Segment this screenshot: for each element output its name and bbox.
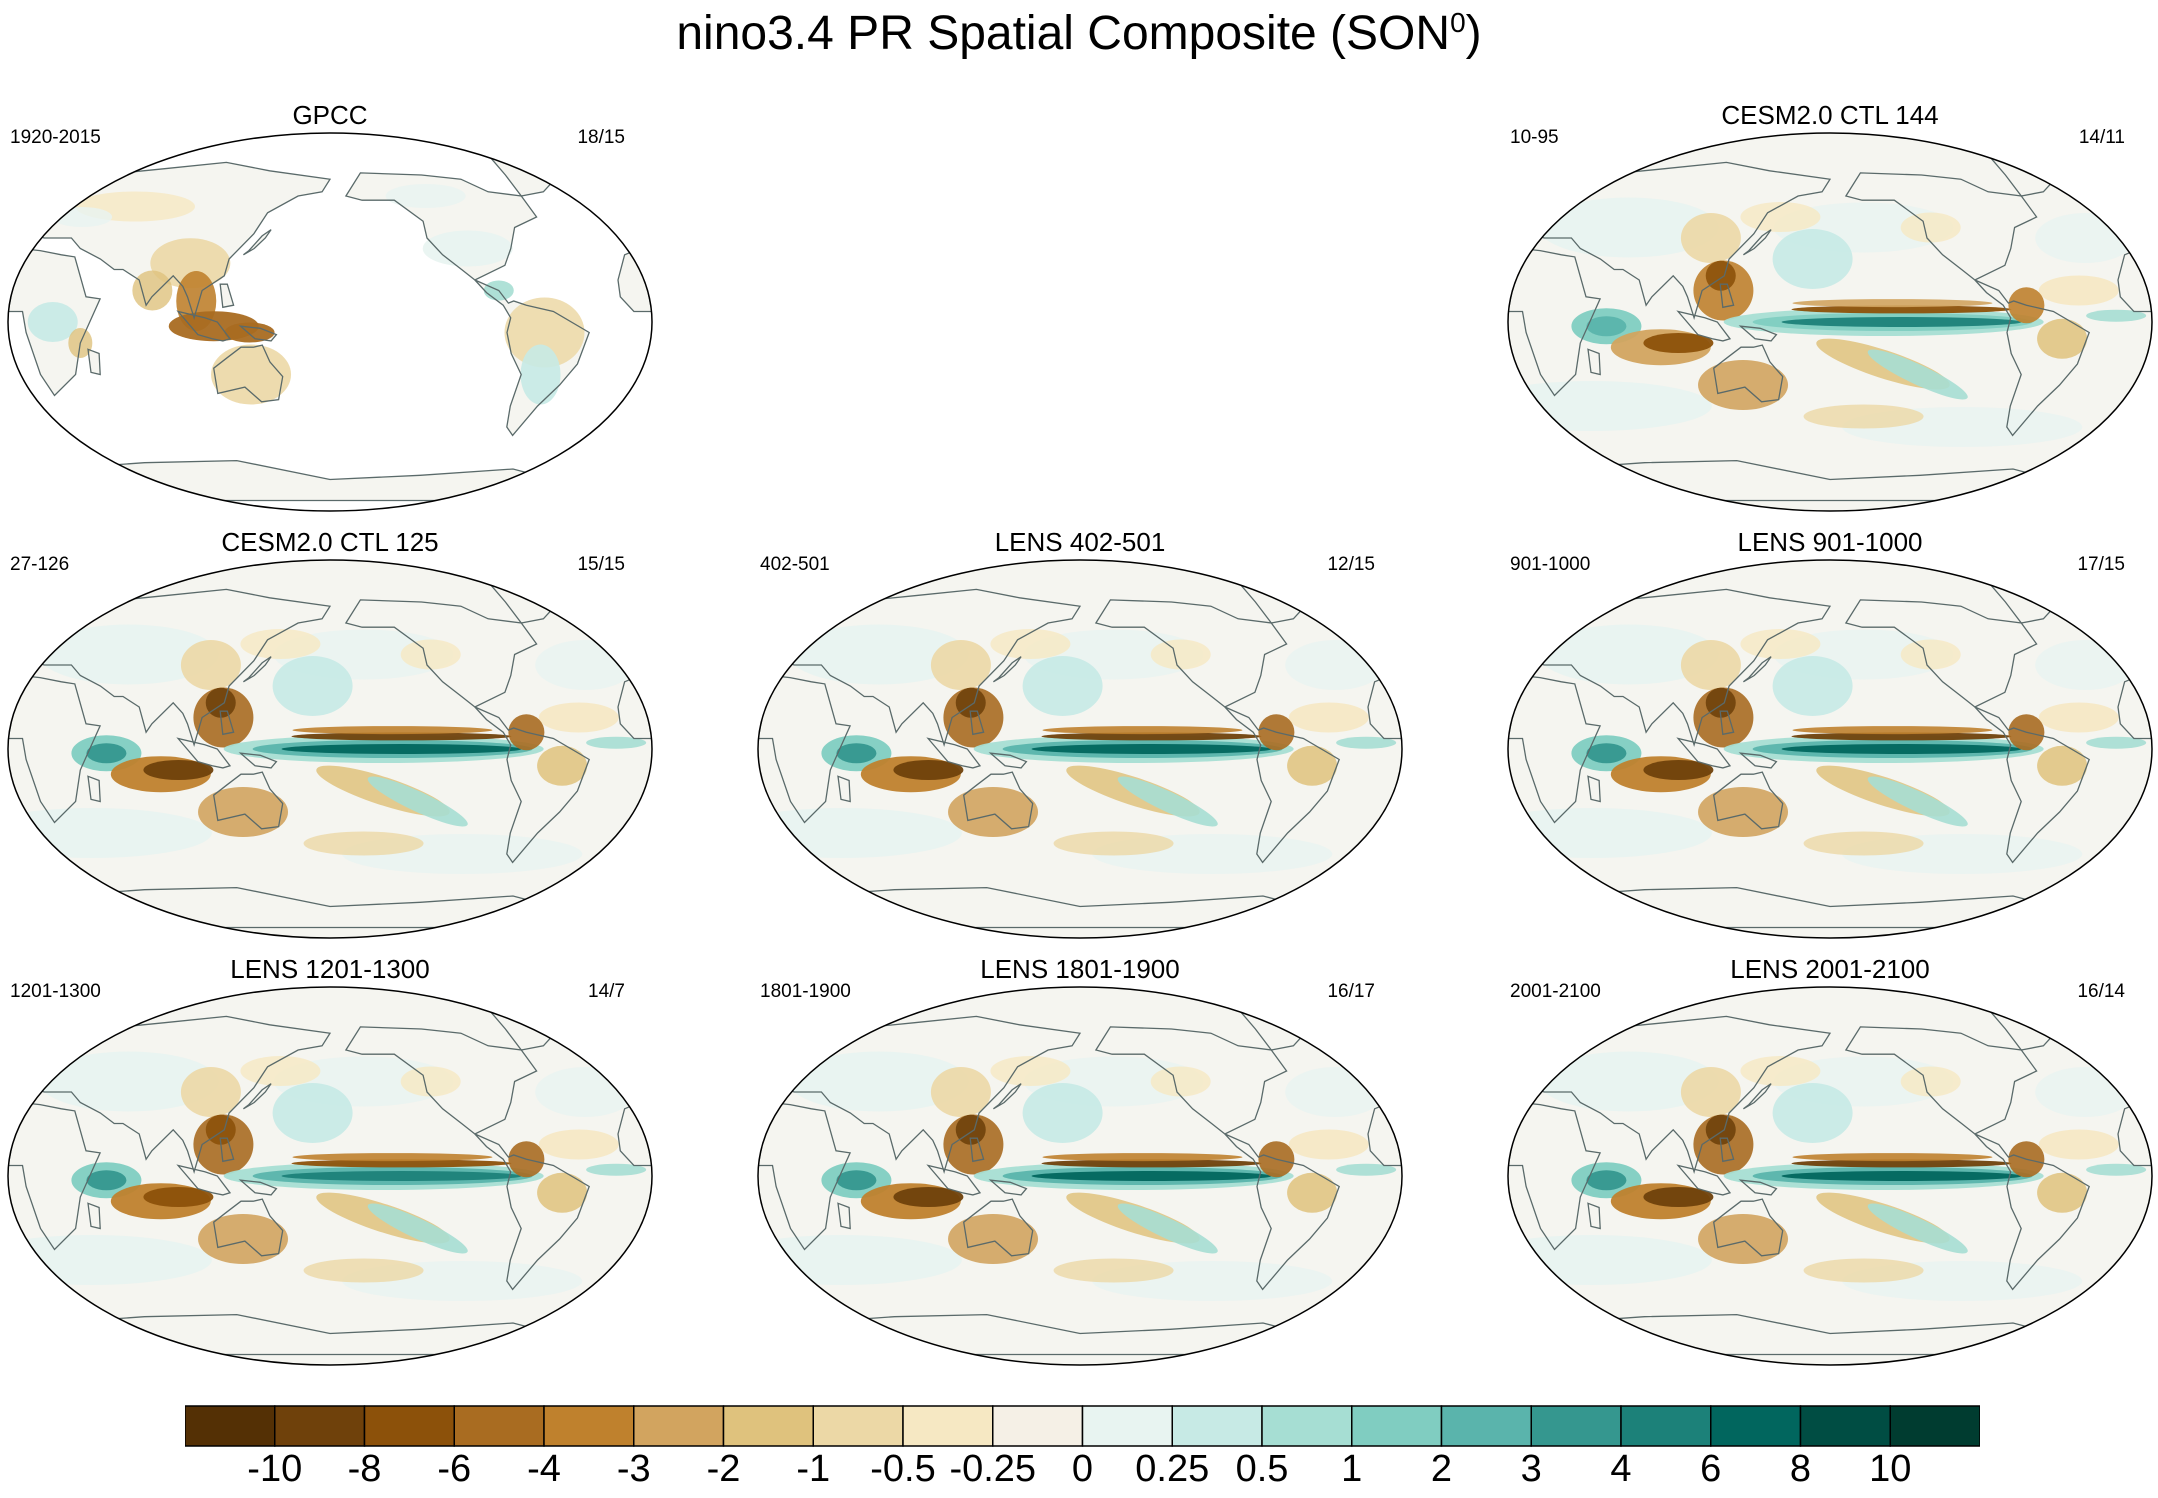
- figure-title: nino3.4 PR Spatial Composite (SON0): [676, 7, 1482, 60]
- colorbar-swatch: [1171, 1405, 1263, 1447]
- colorbar-swatch: [274, 1405, 366, 1447]
- colorbar-tick-label: -1: [796, 1448, 831, 1490]
- colorbar-tick-label: -8: [347, 1448, 382, 1490]
- colorbar-swatch: [1081, 1405, 1173, 1447]
- panel-count: 12/15: [1327, 554, 1375, 575]
- panel-title: LENS 2001-2100: [1730, 954, 1930, 984]
- map-frame: [1507, 559, 2153, 939]
- map-frame: [7, 986, 653, 1366]
- panel-period: 1201-1300: [10, 981, 101, 1002]
- colorbar-swatch: [1440, 1405, 1532, 1447]
- panel-period: 1920-2015: [10, 127, 101, 148]
- colorbar-tick-label: 8: [1789, 1448, 1812, 1490]
- colorbar-swatch: [1799, 1405, 1891, 1447]
- panel-title: GPCC: [292, 100, 368, 130]
- colorbar-tick-label: -6: [437, 1448, 472, 1490]
- colorbar-swatch: [543, 1405, 635, 1447]
- colorbar-labels: -10 -8 -6 -4 -3 -2 -1 -0.5 -0.25 0 0.25 0.5 1 2 3 4 6 8 10: [0, 1448, 2158, 1498]
- colorbar-tick-label: -3: [616, 1448, 651, 1490]
- panel-lens-901-1000: LENS 901-1000 901-1000 17/15: [1500, 527, 2158, 947]
- map-lens-1801-1900: [757, 986, 1403, 1366]
- colorbar-swatch: [1351, 1405, 1443, 1447]
- map-frame: [757, 986, 1403, 1366]
- colorbar-tick-label: 10: [1869, 1448, 1912, 1490]
- panel-period: 1801-1900: [760, 981, 851, 1002]
- panel-count: 16/17: [1327, 981, 1375, 1002]
- colorbar-tick-label: -4: [527, 1448, 561, 1490]
- panel-cesm2-ctl-144: CESM2.0 CTL 144 10-95 14/11: [1500, 100, 2158, 520]
- colorbar-tick-label: 1: [1341, 1448, 1363, 1490]
- panel-title: CESM2.0 CTL 144: [1721, 100, 1939, 130]
- panel-count: 15/15: [577, 554, 625, 575]
- panel-lens-1801-1900: LENS 1801-1900 1801-1900 16/17: [750, 954, 1410, 1374]
- colorbar-swatch: [992, 1405, 1084, 1447]
- panel-period: 27-126: [10, 554, 70, 575]
- colorbar-swatch: [1889, 1405, 1980, 1447]
- panel-lens-2001-2100: LENS 2001-2100 2001-2100 16/14: [1500, 954, 2158, 1374]
- map-frame: [1507, 132, 2153, 512]
- colorbar-swatch: [1710, 1405, 1802, 1447]
- panel-title: CESM2.0 CTL 125: [221, 527, 439, 557]
- colorbar: [185, 1405, 1980, 1447]
- map-cesm2-ctl-125: [7, 559, 653, 939]
- panel-title: LENS 1201-1300: [230, 954, 430, 984]
- colorbar-swatch: [902, 1405, 994, 1447]
- panel-count: 17/15: [2077, 554, 2125, 575]
- colorbar-swatch: [363, 1405, 455, 1447]
- map-frame: [1507, 986, 2153, 1366]
- panel-count: 14/7: [588, 981, 625, 1002]
- map-lens-402-501: [757, 559, 1403, 939]
- colorbar-tick-label: -0.25: [949, 1448, 1037, 1490]
- colorbar-swatch: [185, 1405, 276, 1447]
- map-gpcc: [7, 132, 653, 512]
- panel-period: 2001-2100: [1510, 981, 1601, 1002]
- panel-count: 16/14: [2077, 981, 2125, 1002]
- panel-period: 10-95: [1510, 127, 1559, 148]
- panel-title: LENS 402-501: [994, 527, 1166, 557]
- colorbar-tick-label: 0.5: [1235, 1448, 1289, 1490]
- colorbar-tick-label: 0.25: [1135, 1448, 1210, 1490]
- colorbar-swatch: [1530, 1405, 1622, 1447]
- colorbar-tick-label: -10: [247, 1448, 303, 1490]
- colorbar-tick-label: 3: [1520, 1448, 1542, 1490]
- colorbar-tick-label: 4: [1610, 1448, 1632, 1490]
- colorbar-swatch: [812, 1405, 904, 1447]
- panel-period: 402-501: [760, 554, 830, 575]
- colorbar-swatch: [1261, 1405, 1353, 1447]
- colorbar-tick-label: 6: [1700, 1448, 1722, 1490]
- panel-gpcc: GPCC 1920-2015 18/15: [0, 100, 660, 520]
- panel-count: 14/11: [2078, 127, 2125, 148]
- colorbar-swatch: [633, 1405, 725, 1447]
- map-frame: [757, 559, 1403, 939]
- colorbar-tick-label: -2: [706, 1448, 741, 1490]
- colorbar-tick-label: -0.5: [870, 1448, 936, 1490]
- panel-lens-402-501: LENS 402-501 402-501 12/15: [750, 527, 1410, 947]
- panel-title: LENS 1801-1900: [980, 954, 1180, 984]
- map-lens-2001-2100: [1507, 986, 2153, 1366]
- panel-cesm2-ctl-125: CESM2.0 CTL 125 27-126 15/15: [0, 527, 660, 947]
- map-cesm2-ctl-144: [1507, 132, 2153, 512]
- panel-title: LENS 901-1000: [1737, 527, 1923, 557]
- colorbar-swatch: [453, 1405, 545, 1447]
- colorbar-swatch: [1620, 1405, 1712, 1447]
- map-frame: [7, 559, 653, 939]
- panel-count: 18/15: [577, 127, 625, 148]
- panel-lens-1201-1300: LENS 1201-1300 1201-1300 14/7: [0, 954, 660, 1374]
- map-lens-901-1000: [1507, 559, 2153, 939]
- colorbar-tick-label: 2: [1430, 1448, 1453, 1490]
- map-lens-1201-1300: [7, 986, 653, 1366]
- map-frame: [7, 132, 653, 512]
- colorbar-swatch: [722, 1405, 814, 1447]
- colorbar-tick-label: 0: [1071, 1448, 1094, 1490]
- panel-period: 901-1000: [1510, 554, 1591, 575]
